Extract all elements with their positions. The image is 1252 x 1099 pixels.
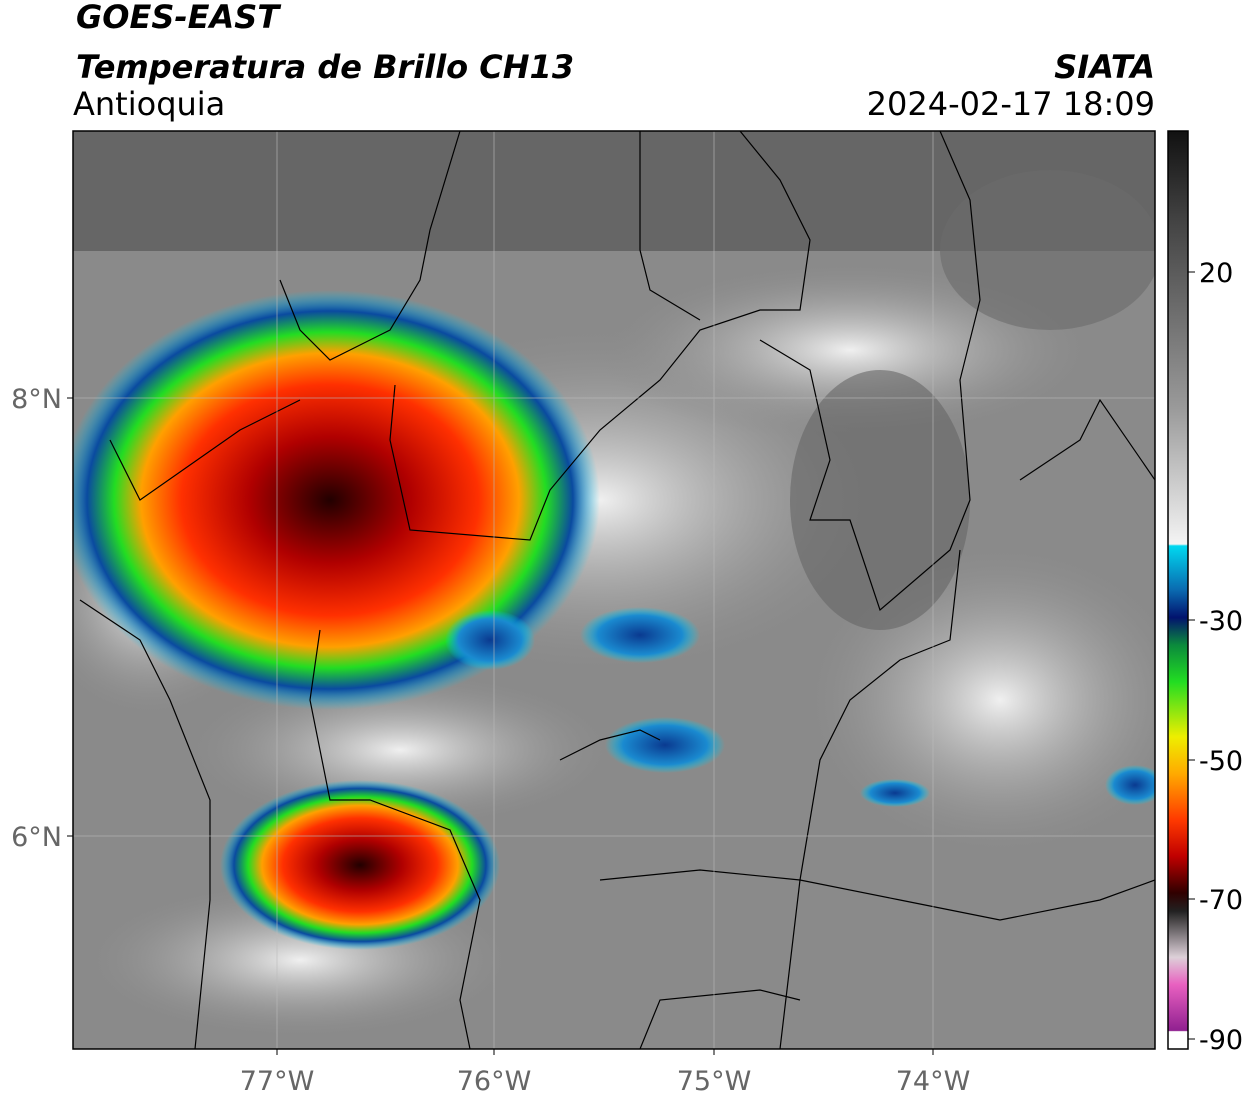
lon-label: 74°W [896,1066,971,1097]
datetime: 2024-02-17 18:09 [867,85,1155,123]
satellite-image [73,131,1155,1049]
colorbar-label: -90 [1199,1025,1243,1056]
lon-label: 75°W [677,1066,752,1097]
lat-label: 6°N [11,822,62,853]
agency: SIATA [1054,48,1155,86]
map-frame [72,130,1156,1050]
colorbar-label: 20 [1199,258,1233,289]
lat-label: 8°N [11,384,62,415]
graticule [73,131,1155,1049]
colorbar-label: -70 [1199,885,1243,916]
colorbar [1167,130,1189,1050]
title: Temperatura de Brillo CH13 [76,48,574,86]
colorbar-label: -30 [1199,606,1243,637]
region: Antioquia [73,85,225,123]
lon-label: 77°W [240,1066,315,1097]
lon-label: 76°W [457,1066,532,1097]
satellite: GOES-EAST [76,0,281,36]
colorbar-label: -50 [1199,746,1243,777]
